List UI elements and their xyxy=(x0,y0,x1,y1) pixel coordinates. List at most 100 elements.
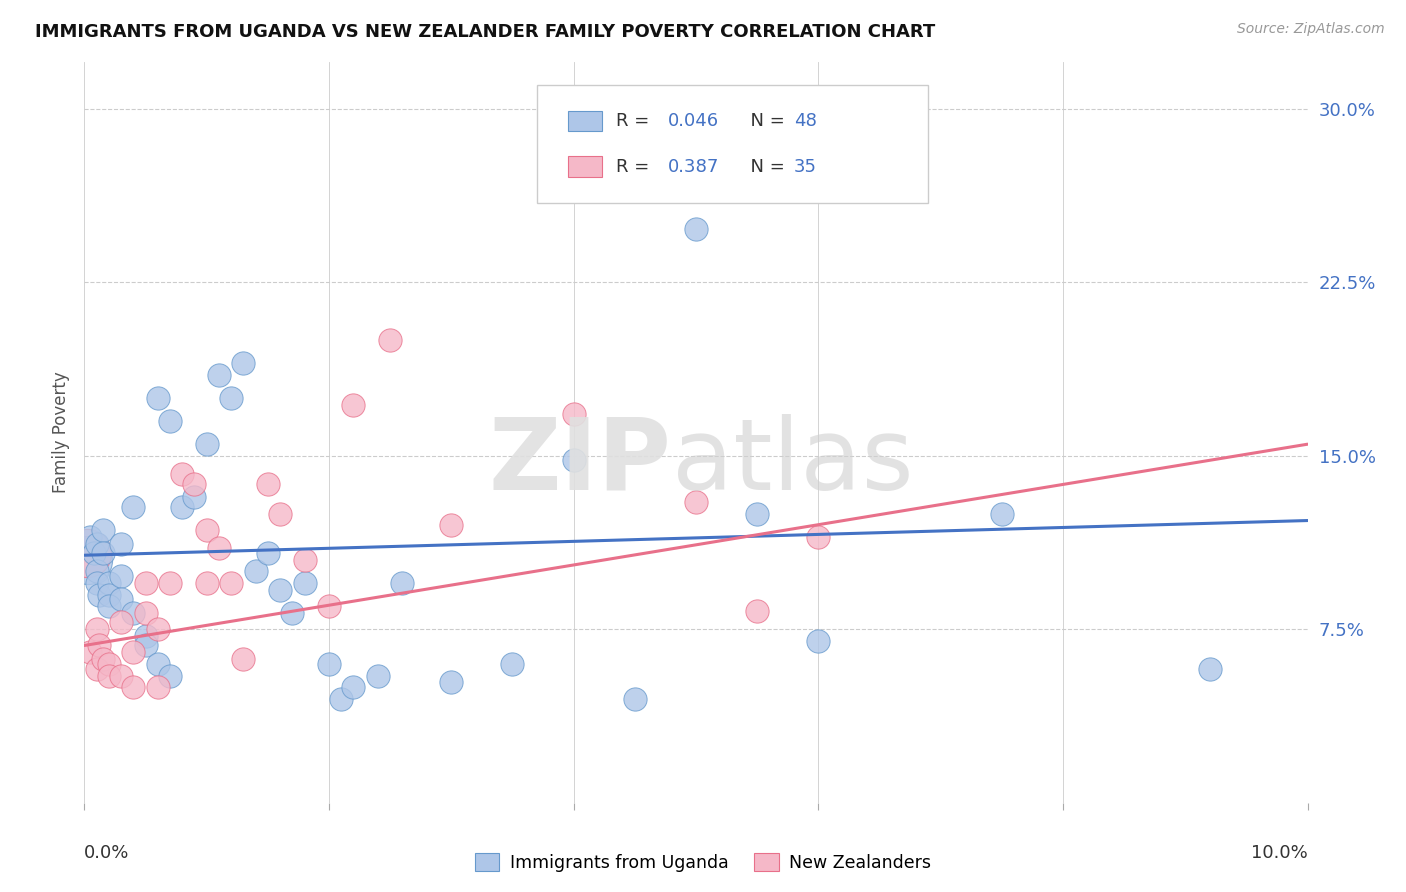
Point xyxy=(172,467,194,482)
Point xyxy=(208,368,231,382)
Text: N =: N = xyxy=(738,112,790,130)
Point xyxy=(146,657,169,671)
Text: 0.387: 0.387 xyxy=(668,158,720,176)
Point xyxy=(76,546,98,560)
Point xyxy=(281,606,304,620)
Point xyxy=(991,507,1014,521)
Point xyxy=(294,553,316,567)
Point xyxy=(219,391,242,405)
Point xyxy=(195,523,218,537)
Point xyxy=(97,657,120,671)
Point xyxy=(232,652,254,666)
Point xyxy=(219,576,242,591)
Point xyxy=(562,453,585,467)
Point xyxy=(269,507,291,521)
FancyBboxPatch shape xyxy=(568,111,602,131)
Point xyxy=(97,588,120,602)
Point xyxy=(159,668,181,682)
Point xyxy=(342,680,364,694)
Point xyxy=(91,546,114,560)
Point xyxy=(97,668,120,682)
Point xyxy=(562,407,585,421)
Point xyxy=(83,546,105,560)
Point xyxy=(380,333,402,347)
Point xyxy=(195,437,218,451)
Point xyxy=(208,541,231,556)
Point xyxy=(159,414,181,428)
Point xyxy=(183,491,205,505)
Point xyxy=(146,391,169,405)
Text: 48: 48 xyxy=(794,112,817,130)
Point xyxy=(97,599,120,614)
Point xyxy=(342,398,364,412)
Point xyxy=(122,606,145,620)
Point xyxy=(110,668,132,682)
Point xyxy=(86,565,108,579)
Point xyxy=(1198,662,1220,676)
FancyBboxPatch shape xyxy=(568,156,602,177)
Point xyxy=(87,588,110,602)
Point xyxy=(318,657,340,671)
Point xyxy=(86,536,108,550)
Point xyxy=(86,662,108,676)
Point xyxy=(86,622,108,636)
Text: 10.0%: 10.0% xyxy=(1251,844,1308,862)
Point xyxy=(122,680,145,694)
Text: Source: ZipAtlas.com: Source: ZipAtlas.com xyxy=(1237,22,1385,37)
Point xyxy=(367,668,389,682)
Point xyxy=(97,576,120,591)
Point xyxy=(269,582,291,597)
Text: IMMIGRANTS FROM UGANDA VS NEW ZEALANDER FAMILY POVERTY CORRELATION CHART: IMMIGRANTS FROM UGANDA VS NEW ZEALANDER … xyxy=(35,23,935,41)
Point xyxy=(257,476,280,491)
Point xyxy=(685,495,707,509)
Text: 0.0%: 0.0% xyxy=(84,844,129,862)
Text: R =: R = xyxy=(616,112,655,130)
Point xyxy=(172,500,194,514)
Point xyxy=(807,633,830,648)
Point xyxy=(79,530,101,544)
Y-axis label: Family Poverty: Family Poverty xyxy=(52,372,70,493)
Point xyxy=(807,530,830,544)
Point xyxy=(122,500,145,514)
Point xyxy=(135,576,157,591)
Point xyxy=(146,680,169,694)
Point xyxy=(183,476,205,491)
Point xyxy=(110,615,132,630)
Point xyxy=(87,639,110,653)
Text: atlas: atlas xyxy=(672,414,912,511)
Point xyxy=(330,691,353,706)
Point xyxy=(502,657,524,671)
Point xyxy=(685,222,707,236)
Text: N =: N = xyxy=(738,158,790,176)
Text: R =: R = xyxy=(616,158,655,176)
Point xyxy=(747,604,769,618)
Point xyxy=(245,565,267,579)
Text: 0.046: 0.046 xyxy=(668,112,718,130)
Point xyxy=(91,652,114,666)
Point xyxy=(257,546,280,560)
Point xyxy=(135,606,157,620)
FancyBboxPatch shape xyxy=(537,85,928,203)
Point xyxy=(747,507,769,521)
Point xyxy=(79,645,101,659)
Point xyxy=(77,553,100,567)
Point xyxy=(391,576,413,591)
Point xyxy=(110,592,132,607)
Point xyxy=(624,691,647,706)
Point xyxy=(159,576,181,591)
Point xyxy=(122,645,145,659)
Point xyxy=(440,518,463,533)
Point xyxy=(135,639,157,653)
Point xyxy=(146,622,169,636)
Point xyxy=(318,599,340,614)
Text: ZIP: ZIP xyxy=(489,414,672,511)
Point xyxy=(232,356,254,370)
Legend: Immigrants from Uganda, New Zealanders: Immigrants from Uganda, New Zealanders xyxy=(468,847,938,879)
Text: 35: 35 xyxy=(794,158,817,176)
Point xyxy=(86,576,108,591)
Point xyxy=(110,536,132,550)
Point xyxy=(294,576,316,591)
Point xyxy=(110,569,132,583)
Point xyxy=(440,675,463,690)
Point xyxy=(135,629,157,643)
